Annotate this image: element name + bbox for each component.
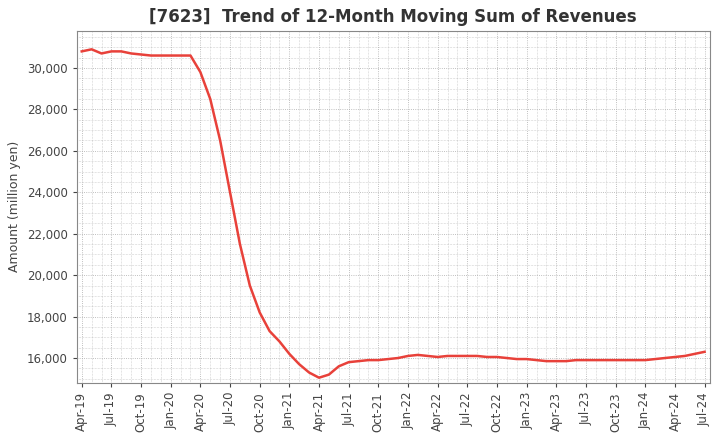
Title: [7623]  Trend of 12-Month Moving Sum of Revenues: [7623] Trend of 12-Month Moving Sum of R… xyxy=(149,8,637,26)
Y-axis label: Amount (million yen): Amount (million yen) xyxy=(9,141,22,272)
